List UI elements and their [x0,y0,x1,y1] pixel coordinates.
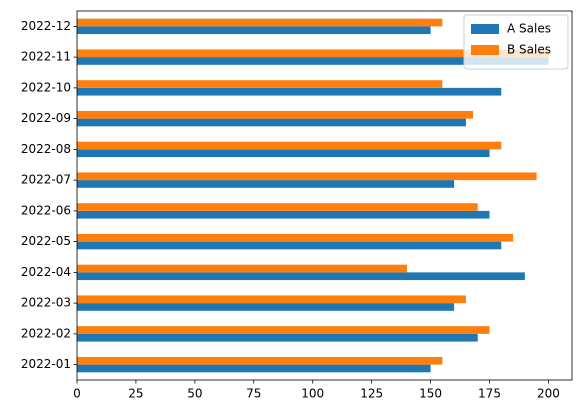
x-tick-label: 0 [73,387,81,401]
y-tick-label: 2022-01 [21,357,71,371]
bar [77,57,549,65]
legend-swatch [471,45,499,55]
bar [77,26,431,35]
x-tick-label: 75 [246,387,261,401]
bar [77,356,443,365]
y-tick-label: 2022-05 [21,234,71,248]
bar [77,364,431,373]
y-tick-label: 2022-02 [21,326,71,340]
bar [77,141,502,150]
y-tick-label: 2022-11 [21,50,71,64]
legend-swatch [471,24,499,34]
legend: A Sales B Sales [463,14,569,70]
bar [77,303,455,311]
bar [77,295,466,304]
bar [77,18,443,27]
bar [77,49,549,58]
x-tick-label: 150 [419,387,442,401]
y-tick-label: 2022-12 [21,19,71,33]
x-tick-label: 125 [360,387,383,401]
y-tick-label: 2022-10 [21,80,71,94]
y-tick-label: 2022-04 [21,265,71,279]
y-tick-label: 2022-09 [21,111,71,125]
bar [77,110,473,119]
bar [77,87,502,96]
bar [77,264,407,273]
y-tick-label: 2022-03 [21,296,71,310]
x-tick-label: 100 [301,387,324,401]
bar [77,333,478,342]
y-tick-label: 2022-06 [21,203,71,217]
bar [77,172,537,181]
bar [77,241,502,250]
bar [77,233,514,242]
y-tick-label: 2022-07 [21,173,71,187]
bar [77,149,490,158]
bar [77,326,490,334]
x-tick-label: 200 [537,387,560,401]
legend-label: B Sales [507,43,551,57]
bar [77,180,455,188]
bar [77,80,443,88]
bar [77,118,466,127]
x-tick-label: 175 [478,387,501,401]
legend-label: A Sales [507,22,551,36]
bar [77,203,478,211]
y-tick-label: 2022-08 [21,142,71,156]
bar [77,210,490,219]
plot-frame [76,10,573,381]
x-tick-label: 25 [128,387,143,401]
bar [77,272,525,281]
x-tick-label: 50 [187,387,202,401]
